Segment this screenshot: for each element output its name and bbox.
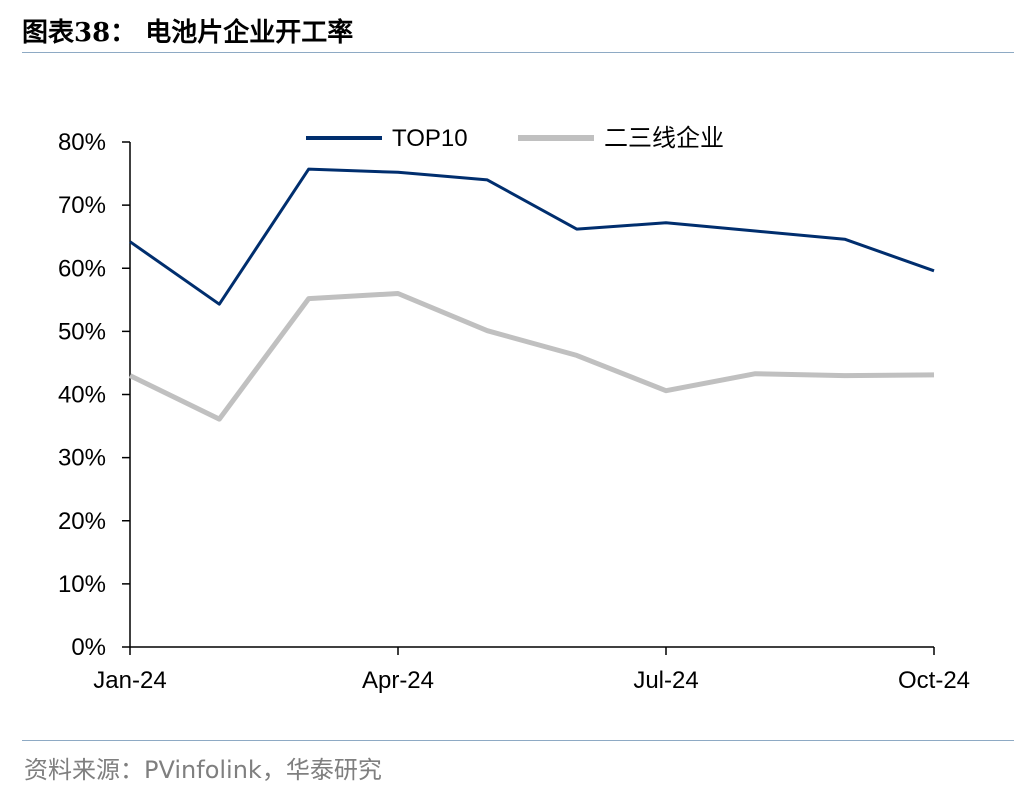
series-lines xyxy=(128,167,935,422)
y-tick-label: 10% xyxy=(58,571,106,598)
x-axis-ticks xyxy=(129,647,935,655)
y-axis-ticks xyxy=(122,141,130,648)
figure-title: 图表38： 电池片企业开工率 xyxy=(22,18,354,48)
x-tick-label: Jul-24 xyxy=(633,667,698,694)
legend: TOP10 二三线企业 xyxy=(306,125,724,152)
series-line-top10 xyxy=(129,167,935,306)
y-tick-label: 80% xyxy=(58,129,106,156)
y-tick-label: 30% xyxy=(58,445,106,472)
x-axis-labels: Jan-24 Apr-24 Jul-24 Oct-24 xyxy=(93,667,970,694)
footer-divider xyxy=(22,740,1014,741)
line-chart: 0%10%20%30%40%50%60%70%80% Jan-24 Apr-24 J… xyxy=(58,125,970,694)
legend-label-top10: TOP10 xyxy=(392,125,468,152)
legend-label-tier2: 二三线企业 xyxy=(604,125,724,152)
x-tick-label: Oct-24 xyxy=(898,667,970,694)
x-tick-label: Apr-24 xyxy=(362,667,434,694)
series-line-tier2 xyxy=(128,291,935,422)
y-tick-label: 70% xyxy=(58,192,106,219)
y-tick-label: 50% xyxy=(58,318,106,345)
y-tick-label: 0% xyxy=(71,634,106,661)
y-tick-label: 60% xyxy=(58,255,106,282)
y-tick-label: 20% xyxy=(58,508,106,535)
source-note: 资料来源：PVinfolink，华泰研究 xyxy=(24,756,382,784)
y-tick-label: 40% xyxy=(58,382,106,409)
y-axis-labels: 0% 10% 20% 30% 40% 50% 60% 70% 80% xyxy=(58,129,106,661)
x-tick-label: Jan-24 xyxy=(93,667,166,694)
title-divider xyxy=(22,52,1014,53)
